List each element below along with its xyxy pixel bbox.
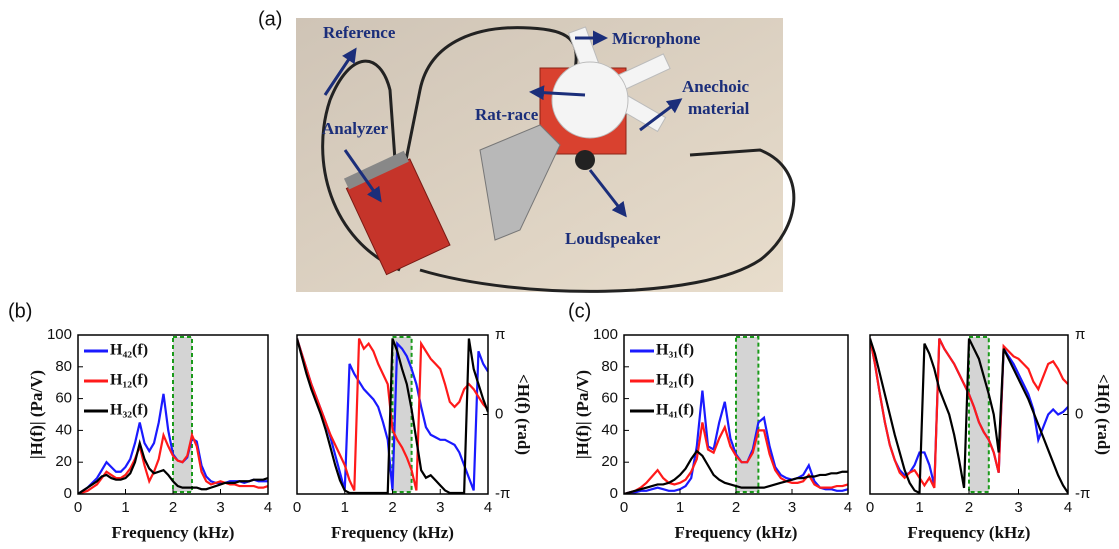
y-tick-label: -π: [1075, 485, 1090, 502]
x-tick-label: 0: [74, 499, 82, 516]
x-tick-label: 1: [915, 499, 923, 516]
x-tick-label: 0: [293, 499, 301, 516]
y-tick-label: 80: [601, 358, 618, 375]
y-tick-label: 40: [601, 421, 618, 438]
annotation: Anechoic: [682, 77, 750, 96]
x-tick-label: 2: [388, 499, 396, 516]
photo: Reference Microphone Rat-race Anechoic m…: [296, 18, 794, 292]
chart: 0 1 2 3 4-π 0 π Frequency (kHz) <H(f) (rad): [866, 326, 1113, 542]
y-tick-label: 0: [1075, 405, 1083, 422]
panel-label: (c): [568, 300, 591, 322]
x-tick-label: 2: [965, 499, 973, 516]
annotation: Loudspeaker: [565, 229, 661, 248]
x-tick-label: 2: [732, 499, 740, 516]
legend-label: H₄₂(f): [110, 342, 148, 359]
figure: (a) (b) (c) Reference Microphone Rat-rac…: [0, 0, 1119, 549]
page: {"panels":{"a":"(a)","b":"(b)","c":"(c)"…: [0, 0, 1119, 549]
annotation: material: [688, 99, 750, 118]
y-axis-label: <H(f) (rad): [1094, 374, 1113, 455]
y-tick-label: 20: [55, 453, 72, 470]
y-axis-label: <H(f) (rad): [514, 374, 533, 455]
chart: 0 1 2 3 4-π 0 π Frequency (kHz) <H(f) (rad): [293, 326, 533, 542]
y-tick-label: 80: [55, 358, 72, 375]
loudspeaker: [575, 150, 595, 170]
x-tick-label: 1: [676, 499, 684, 516]
x-tick-label: 1: [341, 499, 349, 516]
x-tick-label: 3: [788, 499, 796, 516]
y-tick-label: 0: [495, 405, 503, 422]
legend-label: H₄₁(f): [656, 402, 694, 419]
highlight-band: [173, 337, 192, 492]
legend-label: H₁₂(f): [110, 372, 148, 389]
y-tick-label: 60: [601, 390, 618, 407]
legend-label: H₃₂(f): [110, 402, 148, 419]
y-tick-label: 20: [601, 453, 618, 470]
x-axis-label: Frequency (kHz): [331, 523, 454, 542]
y-tick-label: -π: [495, 485, 510, 502]
y-tick-label: π: [1075, 326, 1085, 343]
y-tick-label: 60: [55, 390, 72, 407]
annotation: Analyzer: [322, 119, 389, 138]
panel-label: (a): [258, 8, 282, 30]
x-tick-label: 0: [620, 499, 628, 516]
x-tick-label: 3: [1014, 499, 1022, 516]
y-tick-label: π: [495, 326, 505, 343]
legend-label: H₃₁(f): [656, 342, 694, 359]
panel-label: (b): [8, 300, 32, 322]
x-tick-label: 3: [216, 499, 224, 516]
y-tick-label: 0: [64, 485, 72, 502]
x-axis-label: Frequency (kHz): [908, 523, 1031, 542]
x-tick-label: 4: [1064, 499, 1072, 516]
y-axis-label: |H(f)| (Pa/V): [27, 370, 46, 459]
x-tick-label: 4: [264, 499, 272, 516]
annotation: Reference: [323, 23, 396, 42]
x-tick-label: 0: [866, 499, 874, 516]
x-tick-label: 4: [484, 499, 492, 516]
x-tick-label: 4: [844, 499, 852, 516]
y-axis-label: |H(f)| (Pa/V): [573, 370, 592, 459]
x-tick-label: 1: [121, 499, 129, 516]
y-tick-label: 0: [610, 485, 618, 502]
annotation: Microphone: [612, 29, 701, 48]
annotation: Rat-race: [475, 105, 539, 124]
x-axis-label: Frequency (kHz): [675, 523, 798, 542]
y-tick-label: 40: [55, 421, 72, 438]
x-tick-label: 2: [169, 499, 177, 516]
legend-label: H₂₁(f): [656, 372, 694, 389]
y-tick-label: 100: [47, 326, 72, 343]
x-tick-label: 3: [436, 499, 444, 516]
highlight-band: [736, 337, 758, 492]
x-axis-label: Frequency (kHz): [112, 523, 235, 542]
y-tick-label: 100: [593, 326, 618, 343]
